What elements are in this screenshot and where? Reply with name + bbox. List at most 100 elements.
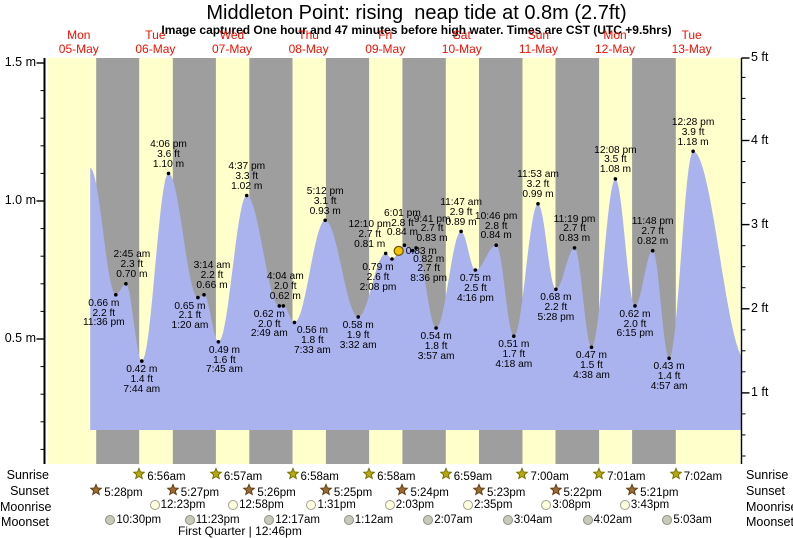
tide-annotation-high: 11:47 am 2.9 ft 0.89 m (440, 196, 482, 228)
tide-annotation-high: 10:46 pm 2.8 ft 0.84 m (474, 210, 518, 242)
current-tide-marker-icon (393, 245, 404, 256)
y-axis-label-right: 5 ft (751, 50, 769, 64)
sunset-time: 5:21pm (640, 486, 679, 499)
sunrise-time: 6:56am (147, 470, 186, 483)
current-tide-marker-label: 0.83 m (405, 245, 437, 257)
sunrise-star-icon (132, 467, 146, 486)
sunrise-star-icon (439, 467, 453, 486)
moonset-circle-icon (423, 515, 434, 525)
moonset-circle-icon (582, 515, 593, 525)
tide-annotation-low: 0.68 m 2.2 ft 5:28 pm (537, 292, 575, 323)
moonset-entry: 12:17am (264, 514, 320, 526)
moonset-entry: 10:30pm (105, 514, 161, 526)
moonset-circle-icon (662, 515, 673, 525)
sunrise-entry: 6:57am (209, 467, 262, 486)
tide-annotation-low: 0.47 m 1.5 ft 4:38 am (573, 350, 610, 381)
sunset-star-icon (319, 483, 333, 502)
sunrise-star-icon (362, 467, 376, 486)
day-label: Wed 07-May (211, 28, 253, 56)
moonset-entry: 1:12am (343, 514, 393, 526)
tide-annotation-low: 0.49 m 1.6 ft 7:45 am (206, 344, 243, 376)
moonset-circle-icon (184, 515, 195, 525)
sunset-star-icon (625, 483, 639, 502)
tide-annotation-low: 0.75 m 2.5 ft 4:16 pm (457, 273, 494, 304)
moonset-time: 10:30pm (116, 514, 162, 526)
y-axis-label-left: 1.0 m (4, 193, 36, 207)
moonset-circle-icon (105, 515, 116, 525)
tide-annotation-low: 0.51 m 1.7 ft 4:18 am (495, 339, 533, 370)
moonset-entry: 4:02am (582, 514, 632, 526)
sunset-entry: 5:27pm (166, 483, 219, 502)
sunrise-time: 6:58am (377, 470, 416, 483)
moonset-entry: 5:03am (662, 514, 712, 526)
sunset-entry: 5:25pm (319, 483, 372, 502)
sunset-star-icon (549, 483, 563, 502)
day-label: Sun 11-May (518, 28, 558, 56)
sunrise-star-icon (209, 467, 223, 486)
sunset-entry: 5:24pm (395, 483, 449, 502)
moonset-time: 2:07am (434, 514, 473, 526)
y-axis-label-right: 4 ft (751, 132, 769, 147)
day-label: Sat 10-May (441, 28, 482, 56)
sunrise-entry: 6:56am (132, 467, 186, 486)
moonset-circle-icon (264, 515, 275, 525)
sunset-entry: 5:22pm (549, 483, 602, 502)
moonrise-circle-icon (541, 500, 552, 510)
sunset-star-icon (472, 483, 486, 502)
tide-annotation-high: 4:06 pm 3.6 ft 1.10 m (150, 139, 187, 170)
sunset-star-icon (166, 483, 180, 502)
tide-annotation-high: 2:45 am 2.3 ft 0.70 m (113, 249, 151, 280)
moonrise-circle-icon (384, 500, 395, 510)
moonset-time: 4:02am (593, 514, 632, 526)
tide-annotation-low: 0.82 m 2.7 ft 8:36 pm (410, 253, 448, 285)
tide-annotation-low: 0.43 m 1.4 ft 4:57 am (650, 361, 688, 392)
sunrise-entry: 6:59am (439, 467, 492, 486)
moonrise-time: 3:43pm (630, 499, 670, 511)
moonrise-time: 1:31pm (317, 499, 356, 511)
y-axis-label-right: 2 ft (751, 300, 769, 315)
sunrise-entry: 7:01am (592, 467, 645, 486)
tide-annotation-low: 0.65 m 2.1 ft 1:20 am (171, 300, 209, 332)
sunset-entry: 5:26pm (242, 483, 296, 502)
sunset-time: 5:28pm (104, 486, 143, 499)
sunset-entry: 5:21pm (625, 483, 678, 502)
sunrise-entry: 6:58am (286, 467, 339, 486)
moonrise-time: 2:03pm (395, 499, 435, 511)
sunset-time: 5:25pm (333, 486, 373, 499)
moonset-time: 12:17am (275, 514, 320, 526)
moonset-circle-icon (502, 515, 513, 525)
sunrise-star-icon (669, 467, 683, 486)
sunrise-star-icon (286, 467, 300, 486)
sunrise-time: 6:58am (300, 470, 339, 483)
moonrise-entry: 12:23pm (149, 499, 206, 511)
moonset-entry: 11:23pm (184, 514, 240, 526)
sunrise-entry: 7:02am (669, 467, 722, 486)
tide-annotation-low: 0.58 m 1.9 ft 3:32 am (339, 319, 377, 351)
capture-info-subtitle: Image captured One hour and 47 minutes b… (161, 23, 672, 37)
sunset-time: 5:27pm (180, 486, 220, 499)
sunset-star-icon (89, 483, 103, 502)
tide-annotation-low: 0.62 m 2.0 ft 6:15 pm (616, 308, 654, 340)
moonrise-time: 12:58pm (239, 499, 284, 511)
sunrise-time: 6:57am (223, 470, 263, 483)
moonset-time: 3:04am (513, 514, 553, 526)
sunset-entry: 5:23pm (472, 483, 525, 502)
tide-annotation-high: 11:19 pm 2.7 ft 0.83 m (553, 213, 596, 245)
sunset-time: 5:26pm (257, 486, 296, 499)
sunrise-entry: 6:58am (362, 467, 415, 486)
sunrise-star-icon (515, 467, 529, 486)
day-label: Mon 12-May (594, 28, 636, 56)
sunset-time: 5:24pm (410, 486, 449, 499)
moonrise-time: 12:23pm (160, 499, 206, 511)
y-axis-label-right: 1 ft (751, 384, 769, 399)
almanac-row-label-moonrise-right: Moonrise (746, 500, 793, 514)
sunset-time: 5:23pm (486, 486, 526, 499)
moonrise-circle-icon (149, 500, 160, 510)
almanac-row-label-sunset: Sunset (10, 484, 49, 498)
moonset-entry: 2:07am (423, 514, 473, 526)
page-title: Middleton Point: rising neap tide at 0.8… (206, 2, 627, 24)
sunrise-entry: 7:00am (515, 467, 569, 486)
tide-annotation-high: 4:37 pm 3.3 ft 1.02 m (228, 161, 266, 192)
tide-annotation-low: 0.66 m 2.2 ft 11:36 pm (82, 297, 125, 329)
